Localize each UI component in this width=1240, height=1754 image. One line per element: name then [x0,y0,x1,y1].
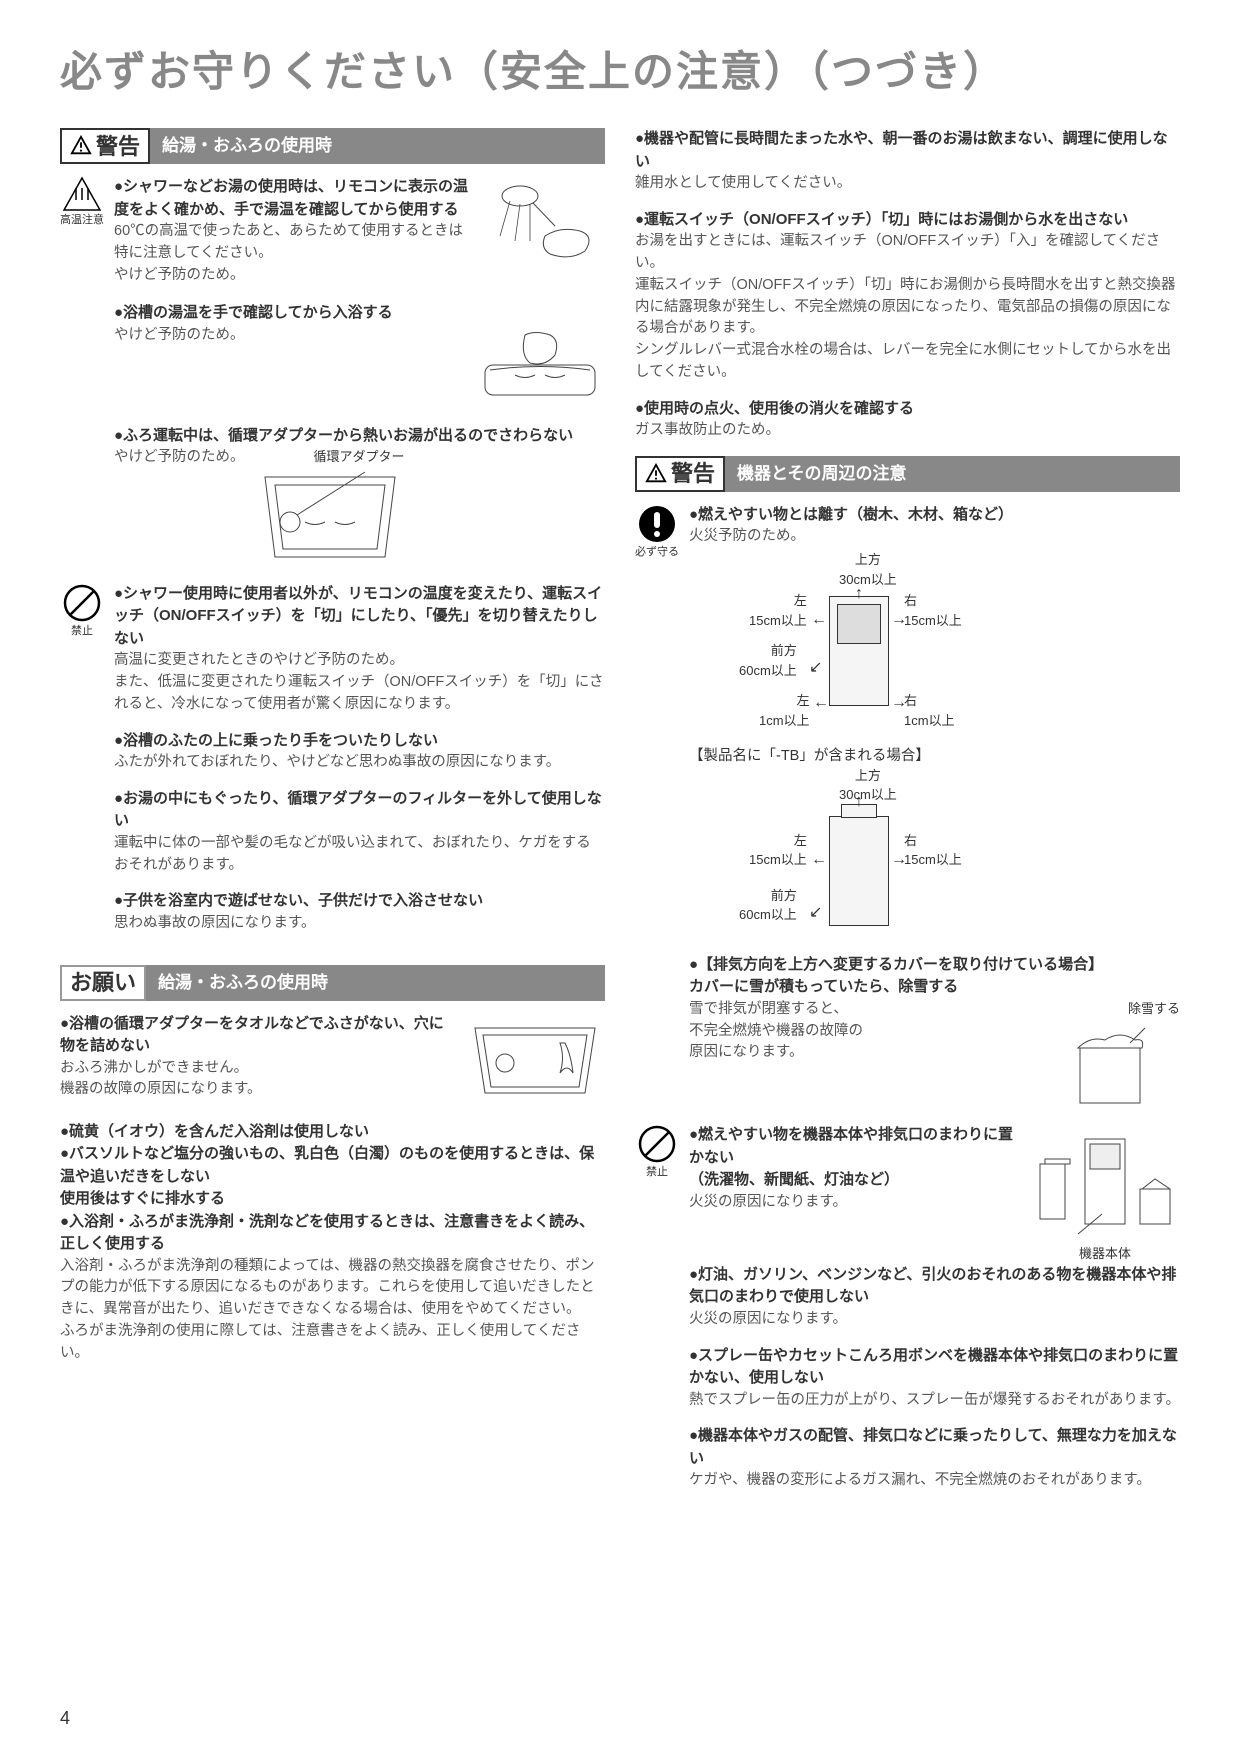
shower-figure [485,176,605,266]
request-2-text: 入浴剤・ふろがま洗浄剤の種類によっては、機器の熱交換器を腐食させたり、ポンプの能… [60,1256,605,1365]
warning-triangle-icon-2 [645,463,667,485]
prohibit-icon-2 [637,1124,677,1164]
prohibit-icon [62,583,102,623]
rp-2-title: ●灯油、ガソリン、ベンジンなど、引火のおそれのある物を機器本体や排気口のまわりで… [689,1264,1180,1309]
flammable-title: ●燃えやすい物とは離す（樹木、木材、箱など） [689,504,1180,527]
warning-triangle-icon [70,135,92,157]
diag2-left: 左 15cm以上 [749,831,807,870]
prohibit-3-title: ●お湯の中にもぐったり、循環アダプターのフィルターを外して使用しない [114,788,605,833]
prohibit-1-text: 高温に変更されたときのやけど予防のため。 また、低温に変更されたり運転スイッチ（… [114,650,605,715]
request-badge-text: お願い [70,966,136,999]
r-b1-title: ●機器や配管に長時間たまった水や、朝一番のお湯は飲まない、調理に使用しない [635,128,1180,173]
diag2-right: 右 15cm以上 [904,831,962,870]
rp-1-text: 火災の原因になります。 [689,1192,1022,1214]
rp-3-text: 熱でスプレー缶の圧力が上がり、スプレー缶が爆発するおそれがあります。 [689,1390,1180,1412]
r-b1-text: 雑用水として使用してください。 [635,173,1180,195]
r-b2-text: お湯を出すときには、運転スイッチ（ON/OFFスイッチ）「入」を確認してください… [635,231,1180,383]
warning-badge-text: 警告 [96,130,140,163]
warning-header-2-label: 機器とその周辺の注意 [725,456,1180,492]
diag1-top: 上方 30cm以上 [839,550,897,589]
diag1-left: 左 15cm以上 [749,591,807,630]
request-2: ●硫黄（イオウ）を含んだ入浴剤は使用しない ●バスソルトなど塩分の強いもの、乳白… [60,1121,605,1365]
warning-header-label: 給湯・おふろの使用時 [150,128,605,164]
warning-badge-2: 警告 [635,456,725,492]
item-prohibit-right: 禁止 ●燃えやすい物を機器本体や排気口のまわりに置かない （洗濯物、新聞紙、灯油… [635,1124,1180,1506]
prohibit-3-text: 運転中に体の一部や髪の毛などが吸い込まれて、おぼれたり、ケガをするおそれがありま… [114,833,605,877]
r-b3-text: ガス事故防止のため。 [635,420,1180,442]
diag1-lbot: 左 1cm以上 [759,691,810,730]
rp-3-title: ●スプレー缶やカセットこんろ用ボンベを機器本体や排気口のまわりに置かない、使用し… [689,1345,1180,1390]
bath-hand-figure [475,325,605,405]
prohibit-2-text: ふたが外れておぼれたり、やけどなど思わぬ事故の原因になります。 [114,752,605,774]
r-b3-title: ●使用時の点火、使用後の消火を確認する [635,398,1180,421]
prohibit-2-title: ●浴槽のふたの上に乗ったり手をついたりしない [114,730,605,753]
snow-fig-label: 除雪する [1050,999,1180,1019]
item-adapter: ●ふろ運転中は、循環アダプターから熱いお湯が出るのでさわらない やけど予防のため… [60,425,605,567]
prohibit-4-text: 思わぬ事故の原因になります。 [114,913,605,935]
cover-title: ●【排気方向を上方へ変更するカバーを取り付けている場合】 [689,954,1180,977]
prohibit-4-title: ●子供を浴室内で遊ばせない、子供だけで入浴させない [114,890,605,913]
rp-2-text: 火災の原因になります。 [689,1309,1180,1331]
rp-1-title: ●燃えやすい物を機器本体や排気口のまわりに置かない （洗濯物、新聞紙、灯油など） [689,1124,1022,1192]
flammable-text: 火災予防のため。 [689,526,1180,548]
rp-4-title: ●機器本体やガスの配管、排気口などに乗ったりして、無理な力を加えない [689,1425,1180,1470]
clearance-diagram-2: 上方 30cm以上 ↑ 左 15cm以上 ← 右 15cm以上 → 前方 60c… [709,776,1009,946]
item-must: 必ず守る ●燃えやすい物とは離す（樹木、木材、箱など） 火災予防のため。 上方 … [635,504,1180,1109]
item-hot-caution: 高温注意 ●シャワーなどお湯の使用時は、リモコンに表示の温度をよく確かめ、手で湯… [60,176,605,286]
must-icon [637,504,677,544]
diag1-rbot: 右 1cm以上 [904,691,955,730]
request-2b-title: ●バスソルトなど塩分の強いもの、乳白色（白濁）のものを使用するときは、保温や追い… [60,1143,605,1211]
diag2-top: 上方 30cm以上 [839,766,897,805]
diag2-front: 前方 60cm以上 [739,886,797,925]
must-label: 必ず守る [635,544,679,561]
request-1: ●浴槽の循環アダプターをタオルなどでふさがない、穴に物を詰めない おふろ沸かしが… [60,1013,605,1107]
diag1-front: 前方 60cm以上 [739,641,797,680]
snow-figure [1050,1018,1170,1108]
tub-adapter-figure [465,1013,605,1103]
request-header: お願い 給湯・おふろの使用時 [60,965,605,1001]
warning-header-1: 警告 給湯・おふろの使用時 [60,128,605,164]
request-2c-title: ●入浴剤・ふろがま洗浄剤・洗剤などを使用するときは、注意書きをよく読み、正しく使… [60,1211,605,1256]
item-bath-temp: ●浴槽の湯温を手で確認してから入浴する やけど予防のため。 [60,302,605,409]
unit-fig-label: 機器本体 [1030,1244,1180,1264]
hot-caution-icon [62,176,102,212]
unit-surroundings-figure [1030,1124,1180,1244]
request-header-label: 給湯・おふろの使用時 [146,965,605,1001]
left-column: 警告 給湯・おふろの使用時 高温注意 ●シャワーなどお湯の使用時は、リモコンに表… [60,128,605,1522]
warning-badge-2-text: 警告 [671,457,715,490]
page-number: 4 [60,1705,70,1732]
warning-header-2: 警告 機器とその周辺の注意 [635,456,1180,492]
diag1-right: 右 15cm以上 [904,591,962,630]
hot-caution-label: 高温注意 [60,212,104,229]
prohibit-label: 禁止 [60,623,104,640]
adapter-fig-label: 循環アダプター [255,447,405,467]
adapter-title: ●ふろ運転中は、循環アダプターから熱いお湯が出るのでさわらない [114,425,605,448]
prohibit-label-2: 禁止 [635,1164,679,1181]
right-column: ●機器や配管に長時間たまった水や、朝一番のお湯は飲まない、調理に使用しない 雑用… [635,128,1180,1522]
prohibit-1-title: ●シャワー使用時に使用者以外が、リモコンの温度を変えたり、運転スイッチ（ON/O… [114,583,605,651]
request-badge: お願い [60,965,146,1001]
request-2a-title: ●硫黄（イオウ）を含んだ入浴剤は使用しない [60,1121,605,1144]
adapter-text: やけど予防のため。 [114,447,245,567]
r-b2-title: ●運転スイッチ（ON/OFFスイッチ）「切」時にはお湯側から水を出さない [635,209,1180,232]
snow-text: 雪で排気が閉塞すると、 不完全燃焼や機器の故障の 原因になります。 [689,999,1042,1064]
page-title: 必ずお守りください（安全上の注意）（つづき） [60,40,1180,103]
rp-4-text: ケガや、機器の変形によるガス漏れ、不完全燃焼のおそれがあります。 [689,1470,1180,1492]
clearance-diagram-1: 上方 30cm以上 ↑ 左 15cm以上 ← 右 15cm以上 → 前方 60c… [709,556,1009,736]
bath-temp-title: ●浴槽の湯温を手で確認してから入浴する [114,302,605,325]
adapter-figure [255,467,405,567]
warning-badge: 警告 [60,128,150,164]
item-prohibit-group: 禁止 ●シャワー使用時に使用者以外が、リモコンの温度を変えたり、運転スイッチ（O… [60,583,605,949]
tb-label: 【製品名に「-TB」が含まれる場合】 [689,746,1180,768]
snow-title: カバーに雪が積もっていたら、除雪する [689,976,1180,999]
